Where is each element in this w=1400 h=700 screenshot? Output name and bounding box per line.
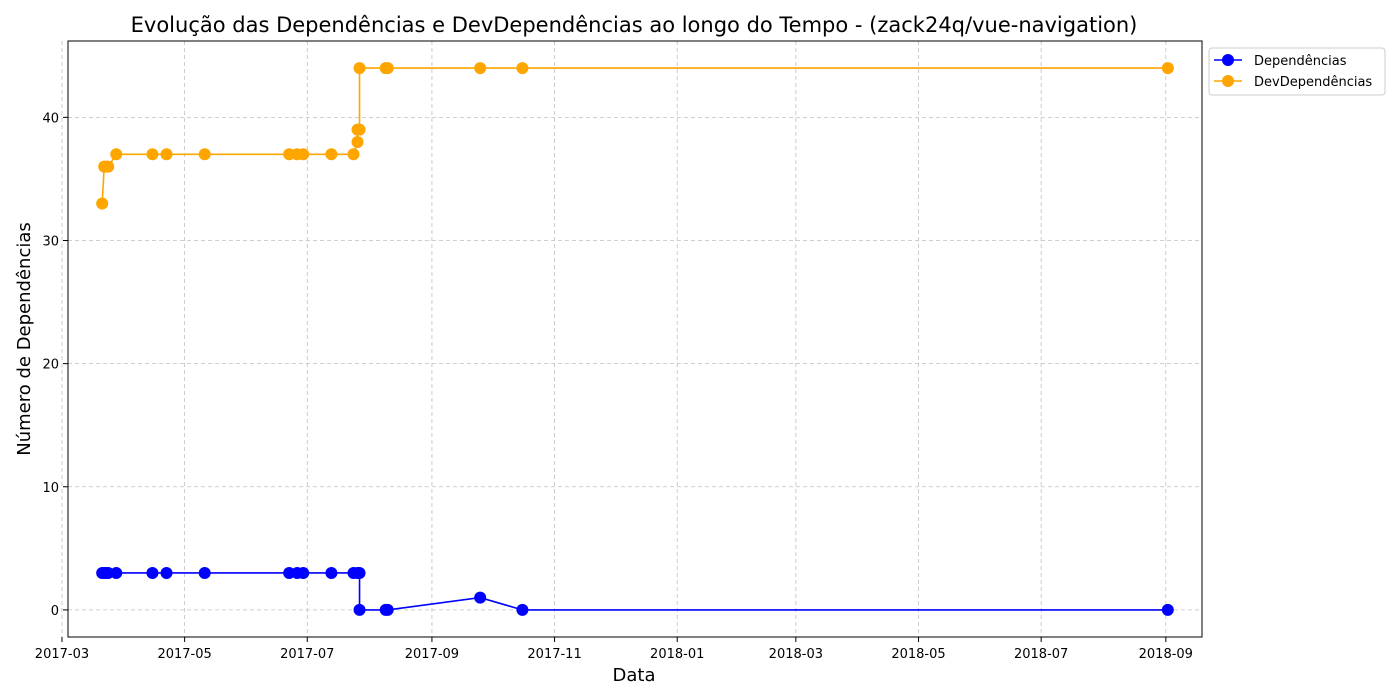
data-point-dependencias	[146, 566, 159, 579]
y-tick-label: 20	[42, 358, 59, 373]
legend-marker-dependencias	[1222, 54, 1234, 66]
x-tick-label: 2017-07	[280, 647, 334, 662]
legend-label-devdependencias: DevDependências	[1254, 75, 1372, 90]
y-tick-label: 40	[42, 111, 59, 126]
series-layer	[96, 62, 1174, 616]
data-point-dependencias	[381, 603, 394, 616]
x-tick-label: 2017-03	[35, 647, 89, 662]
data-point-devdependencias	[351, 135, 364, 148]
data-point-dependencias	[516, 603, 529, 616]
data-point-devdependencias	[474, 62, 487, 75]
grid-lines	[61, 41, 1202, 637]
data-point-devdependencias	[110, 148, 123, 161]
legend-box	[1208, 47, 1386, 96]
y-tick-label: 10	[42, 481, 59, 496]
x-axis-label: Data	[613, 665, 656, 686]
data-point-devdependencias	[353, 62, 366, 75]
y-tick-label: 0	[51, 604, 59, 619]
data-point-dependencias	[325, 566, 338, 579]
axis-ticks: 2017-03 2017-05 2017-07 2017-09 2017-11 2018-…	[35, 111, 1193, 662]
chart-title: Evolução das Dependências e DevDependênc…	[131, 13, 1138, 37]
data-point-devdependencias	[146, 148, 159, 161]
data-point-devdependencias	[516, 62, 529, 75]
data-point-dependencias	[474, 591, 487, 604]
x-tick-label: 2018-01	[650, 647, 704, 662]
x-tick-label: 2018-09	[1139, 647, 1193, 662]
data-point-devdependencias	[102, 160, 115, 173]
legend: Dependências DevDependências	[1208, 47, 1386, 96]
x-tick-label: 2018-03	[769, 647, 823, 662]
legend-label-dependencias: Dependências	[1254, 54, 1347, 69]
x-tick-label: 2018-07	[1014, 647, 1068, 662]
data-point-devdependencias	[96, 197, 109, 210]
data-point-devdependencias	[347, 148, 360, 161]
data-point-dependencias	[110, 566, 123, 579]
data-point-devdependencias	[160, 148, 173, 161]
series-line-dependencias	[102, 572, 1168, 611]
data-point-dependencias	[1161, 603, 1174, 616]
series-line-devdependencias	[101, 67, 1168, 204]
x-tick-label: 2018-05	[891, 647, 945, 662]
y-axis-label: Número de Dependências	[14, 222, 35, 456]
y-tick-label: 30	[42, 234, 59, 249]
plot-frame	[67, 40, 1203, 638]
data-point-devdependencias	[353, 123, 366, 136]
data-point-devdependencias	[1161, 62, 1174, 75]
data-point-dependencias	[353, 566, 366, 579]
data-point-dependencias	[297, 566, 310, 579]
data-point-dependencias	[160, 566, 173, 579]
x-tick-label: 2017-09	[405, 647, 459, 662]
data-point-devdependencias	[381, 62, 394, 75]
x-tick-label: 2017-05	[157, 647, 211, 662]
legend-marker-devdependencias	[1222, 75, 1234, 87]
data-point-dependencias	[198, 566, 211, 579]
data-point-dependencias	[353, 603, 366, 616]
data-point-devdependencias	[297, 148, 310, 161]
data-point-devdependencias	[325, 148, 338, 161]
data-point-devdependencias	[198, 148, 211, 161]
x-tick-label: 2017-11	[527, 647, 581, 662]
